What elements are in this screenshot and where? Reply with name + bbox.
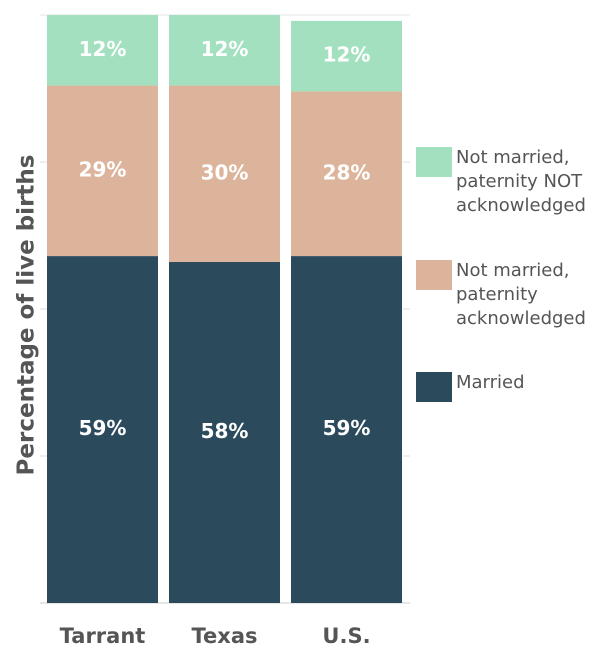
data-label: 29% [79,157,127,181]
data-label: 59% [323,416,371,440]
data-label: 12% [323,43,371,67]
legend-swatch [416,260,452,290]
data-label: 59% [79,416,127,440]
x-tick-label: Texas [192,624,258,646]
legend-label: Not married, paternity NOT acknowledged [456,147,586,216]
y-axis-label: Percentage of live births [14,155,40,476]
data-label: 58% [201,419,249,443]
bar-segment [291,256,402,603]
data-label: 12% [201,37,249,61]
bar-segment [169,85,280,262]
bar-segment [169,15,280,86]
bar-segment [47,15,158,86]
bar-segment [291,20,402,92]
bar-segment [169,261,280,603]
bar-segment [47,256,158,603]
x-tick-label: U.S. [322,624,370,646]
data-label: 28% [323,160,371,184]
legend-label: Married [456,372,525,393]
bar-segment [291,91,402,257]
x-tick-label: Tarrant [60,624,146,646]
data-label: 12% [79,37,127,61]
legend-label: Not married, paternity acknowledged [456,260,586,329]
bar-segment [47,85,158,257]
legend-swatch [416,372,452,402]
legend-swatch [416,147,452,177]
data-label: 30% [201,160,249,184]
